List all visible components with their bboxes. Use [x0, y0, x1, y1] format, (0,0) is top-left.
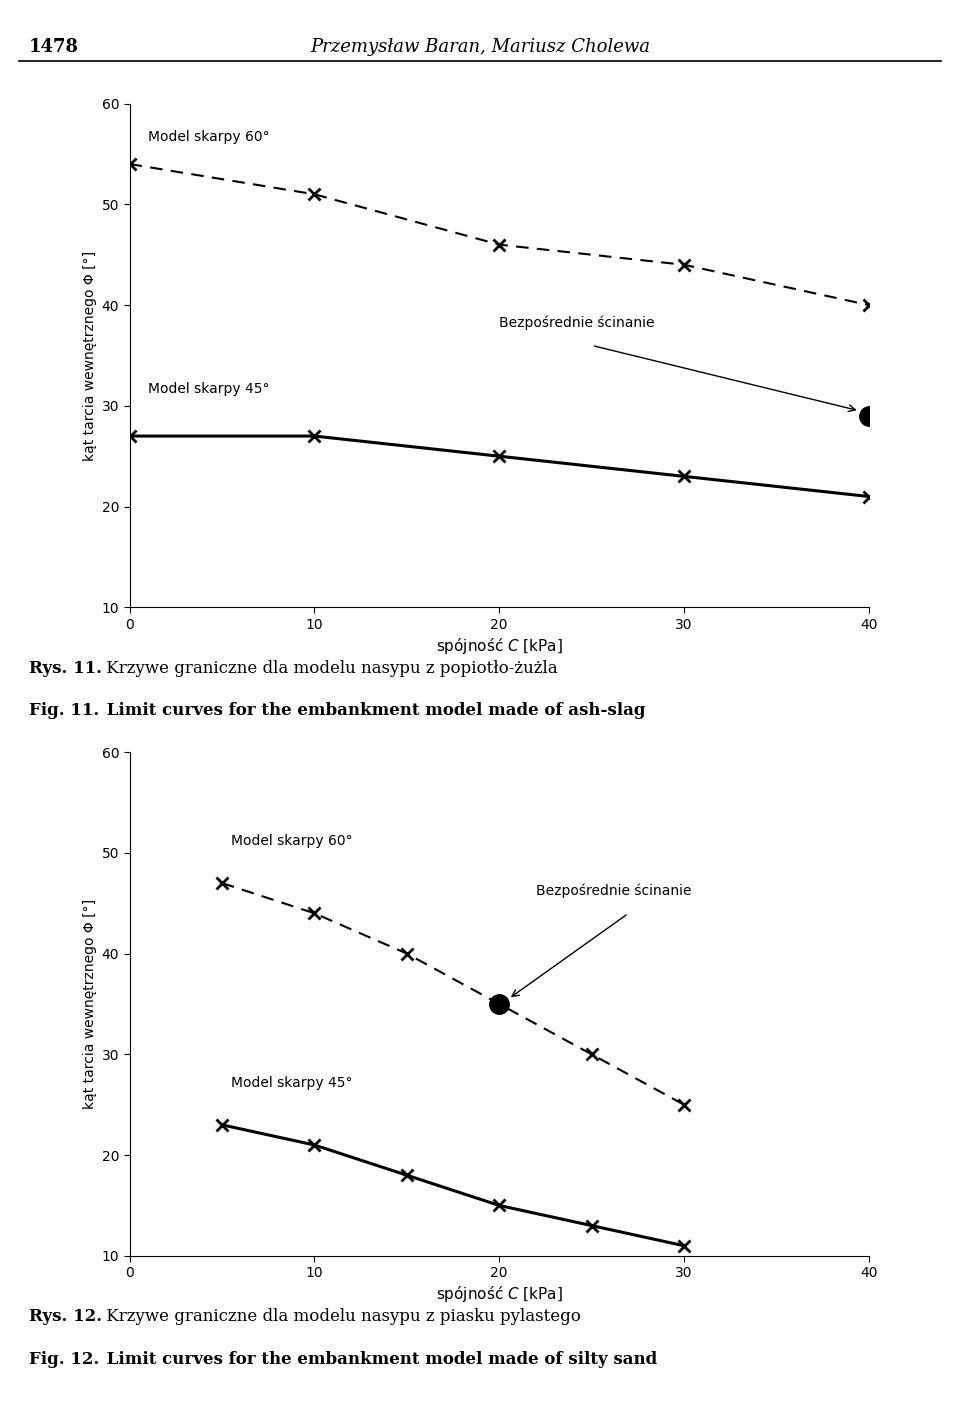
- Text: Krzywe graniczne dla modelu nasypu z piasku pylastego: Krzywe graniczne dla modelu nasypu z pia…: [101, 1308, 581, 1325]
- Text: Model skarpy 60°: Model skarpy 60°: [148, 131, 270, 143]
- Text: Przemysław Baran, Mariusz Cholewa: Przemysław Baran, Mariusz Cholewa: [310, 38, 650, 55]
- X-axis label: spójność $C$ [kPa]: spójność $C$ [kPa]: [436, 1284, 563, 1304]
- Text: Limit curves for the embankment model made of silty sand: Limit curves for the embankment model ma…: [101, 1351, 657, 1368]
- Text: Bezpośrednie ścinanie: Bezpośrednie ścinanie: [537, 884, 691, 898]
- Text: Rys. 11.: Rys. 11.: [29, 660, 102, 677]
- Text: Limit curves for the embankment model made of ash-slag: Limit curves for the embankment model ma…: [101, 702, 645, 719]
- Text: Bezpośrednie ścinanie: Bezpośrednie ścinanie: [499, 316, 655, 331]
- Text: Model skarpy 60°: Model skarpy 60°: [231, 834, 353, 847]
- Text: Fig. 11.: Fig. 11.: [29, 702, 99, 719]
- Text: Model skarpy 45°: Model skarpy 45°: [148, 382, 270, 396]
- Text: Fig. 12.: Fig. 12.: [29, 1351, 99, 1368]
- X-axis label: spójność $C$ [kPa]: spójność $C$ [kPa]: [436, 636, 563, 656]
- Text: Model skarpy 45°: Model skarpy 45°: [231, 1076, 352, 1090]
- Text: Rys. 12.: Rys. 12.: [29, 1308, 102, 1325]
- Y-axis label: kąt tarcia wewnętrznego Φ [°]: kąt tarcia wewnętrznego Φ [°]: [84, 250, 97, 461]
- Text: 1478: 1478: [29, 38, 79, 55]
- Text: Krzywe graniczne dla modelu nasypu z popiotło-żużla: Krzywe graniczne dla modelu nasypu z pop…: [101, 660, 558, 677]
- Y-axis label: kąt tarcia wewnętrznego Φ [°]: kąt tarcia wewnętrznego Φ [°]: [84, 898, 97, 1110]
